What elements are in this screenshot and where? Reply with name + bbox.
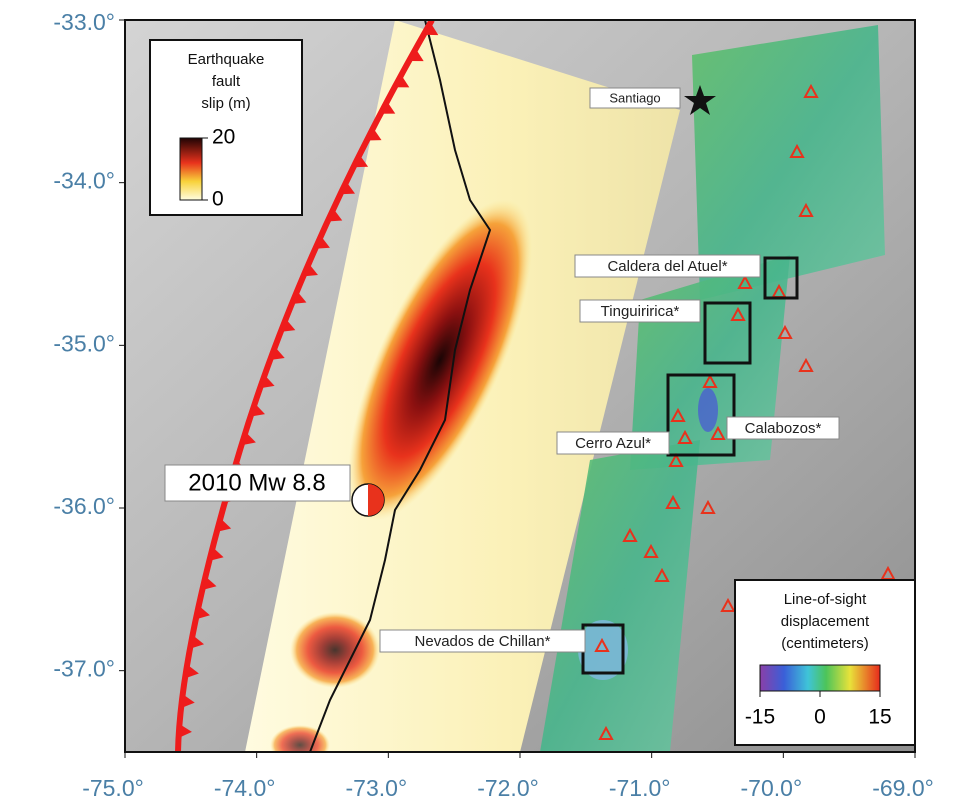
legend-title: (centimeters) — [781, 635, 869, 652]
trench-tooth — [250, 403, 265, 417]
colorbar-label: 0 — [814, 706, 826, 729]
trench-tooth — [380, 101, 396, 114]
colorbar-label: -15 — [745, 706, 775, 729]
event-box — [164, 464, 351, 502]
y-tick-label: -34.0° — [53, 168, 115, 194]
x-tick-label: -74.0° — [214, 775, 276, 801]
y-tick-label: -33.0° — [53, 9, 115, 35]
x-tick-label: -70.0° — [741, 775, 803, 801]
trench-tooth — [216, 518, 232, 532]
colorbar — [759, 664, 881, 692]
trench-tooth — [423, 22, 439, 36]
place-box — [579, 299, 701, 323]
colorbar — [179, 137, 203, 201]
trench-tooth — [353, 154, 369, 168]
slip-patch — [290, 612, 380, 688]
trench-tooth — [280, 318, 296, 332]
trench-tooth — [181, 694, 195, 709]
place-label: Caldera del Atuel* — [607, 258, 727, 275]
colorbar-label: 15 — [868, 706, 891, 729]
trench-tooth — [303, 263, 318, 277]
colorbar-label: 20 — [212, 126, 235, 149]
legend-title: Earthquake — [188, 51, 265, 68]
place-label: Cerro Azul* — [575, 435, 651, 452]
place-box — [726, 416, 840, 440]
trench-tooth — [366, 127, 382, 141]
legends: Earthquake fault slip (m) 0 20 Line-of-sight d… — [149, 39, 916, 746]
trench-tooth — [184, 664, 199, 679]
x-tick-label: -72.0° — [477, 775, 539, 801]
trench-tooth — [241, 431, 256, 446]
trench-tooth — [259, 375, 275, 389]
legend-box — [734, 579, 916, 746]
x-tick-label: -71.0° — [609, 775, 671, 801]
map-body — [125, 20, 915, 752]
santiago-star — [684, 85, 716, 115]
insar-strip — [692, 25, 885, 300]
trench-tooth — [394, 74, 410, 88]
trench-tooth — [189, 635, 205, 649]
slip-patch — [348, 199, 532, 521]
place-box — [574, 254, 761, 278]
legend-box — [149, 39, 303, 216]
slip-patch — [270, 725, 330, 752]
trench-tooth — [178, 724, 192, 738]
trench-tooth — [202, 576, 217, 591]
legend-title: displacement — [781, 613, 870, 630]
y-tick-label: -37.0° — [53, 656, 115, 682]
event-label: 2010 Mw 8.8 — [188, 469, 325, 496]
place-label: Calabozos* — [745, 420, 822, 437]
deformation — [698, 388, 718, 432]
trench-tooth — [195, 605, 210, 620]
place-label: Tinguiririca* — [601, 303, 680, 320]
place-box — [379, 629, 586, 653]
place-box — [556, 431, 670, 455]
trench-tooth — [408, 48, 424, 62]
trench-tooth — [340, 181, 355, 195]
x-tick-label: -75.0° — [82, 775, 144, 801]
beachball-fill — [368, 484, 384, 516]
insar-strip — [540, 440, 700, 752]
trench-tooth — [209, 547, 224, 561]
y-tick-label: -36.0° — [53, 493, 115, 519]
labels: Santiago Caldera del Atuel* Tinguiririca* C… — [164, 87, 840, 653]
x-tick-label: -69.0° — [872, 775, 934, 801]
x-tick-label: -73.0° — [346, 775, 408, 801]
trench-tooth — [315, 236, 330, 249]
place-label: Santiago — [609, 90, 660, 105]
y-tick-label: -35.0° — [53, 330, 115, 356]
legend-title: slip (m) — [201, 95, 250, 112]
place-label: Nevados de Chillan* — [415, 633, 551, 650]
trench-tooth — [270, 346, 285, 360]
legend-title: fault — [212, 73, 241, 90]
place-box — [589, 87, 681, 109]
trench-tooth — [291, 291, 307, 305]
legend-title: Line-of-sight — [784, 591, 867, 608]
coastline — [309, 20, 492, 752]
axes: -75.0° -74.0° -73.0° -72.0° -71.0° -70.0° -69.… — [53, 9, 933, 801]
trench-tooth — [327, 208, 343, 222]
colorbar-label: 0 — [212, 188, 224, 211]
